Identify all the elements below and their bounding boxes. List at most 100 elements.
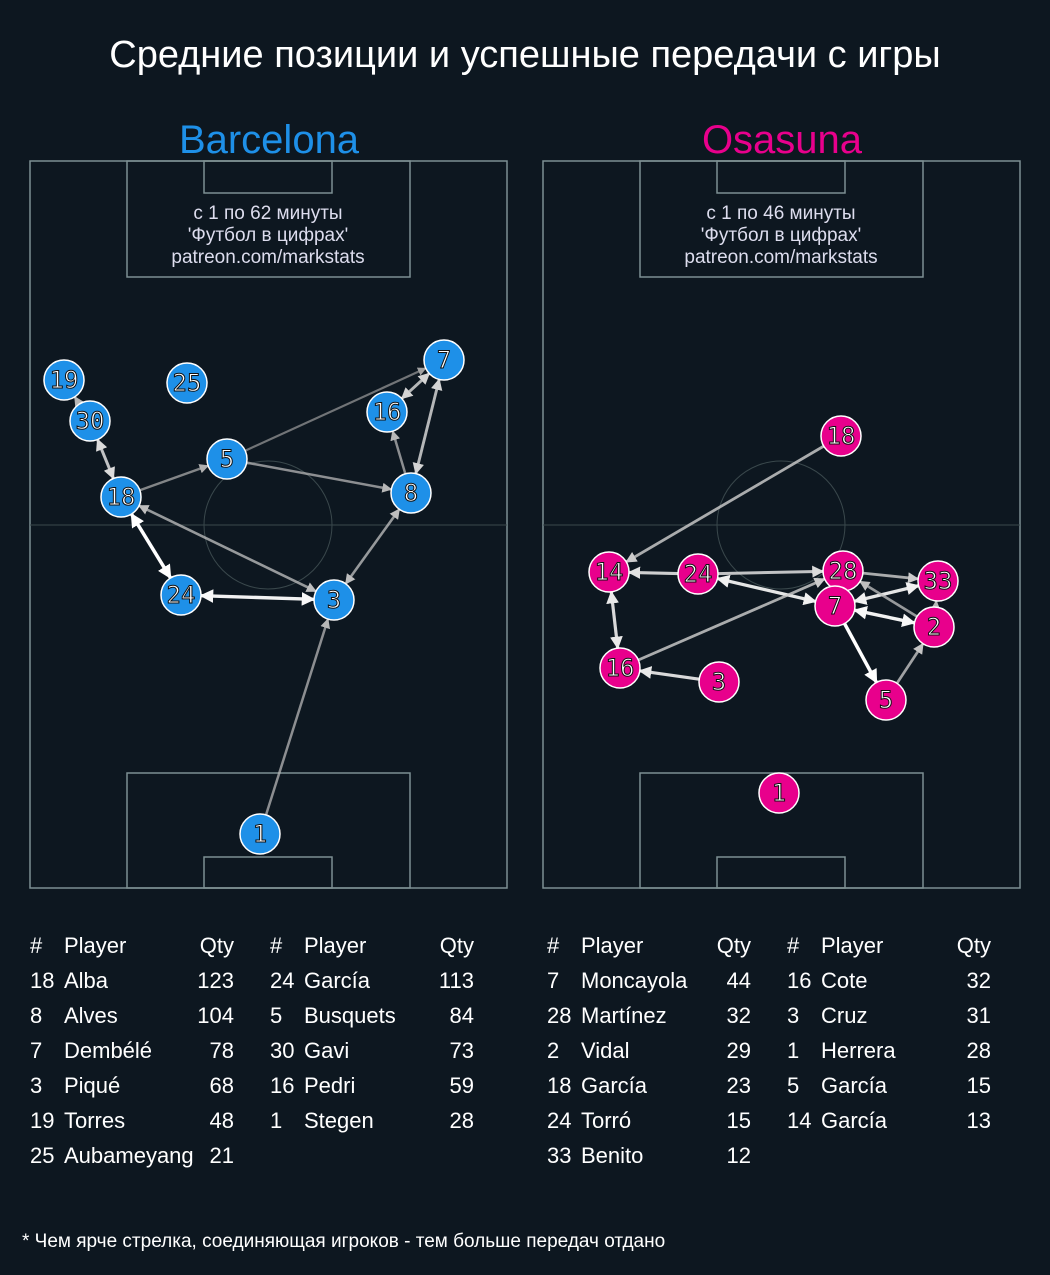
table-row: 16 Pedri 59: [270, 1068, 474, 1103]
number-cell: 28: [547, 1003, 572, 1028]
qty-cell: 44: [726, 968, 751, 993]
table-header: # Player Qty: [270, 928, 474, 963]
info-text: 'Футбол в цифрах': [701, 225, 861, 246]
player-node: 5: [865, 679, 907, 721]
table-row: 18 García 23: [547, 1068, 751, 1103]
pitch-barcelona: с 1 по 62 минуты'Футбол в цифрах'patreon…: [29, 160, 508, 889]
pass-arrow: [637, 577, 826, 662]
number-cell: 18: [547, 1073, 572, 1098]
table-row: 28 Martínez 32: [547, 998, 751, 1033]
table-row: 19 Torres 48: [30, 1103, 234, 1138]
number-cell: #: [30, 933, 43, 958]
player-node: 3: [698, 661, 740, 703]
svg-text:18: 18: [827, 422, 856, 450]
table-row: 30 Gavi 73: [270, 1033, 474, 1068]
qty-cell: 21: [209, 1143, 234, 1168]
qty-cell: Qty: [716, 933, 751, 958]
table-row: 2 Vidal 29: [547, 1033, 751, 1068]
page-title: Средние позиции и успешные передачи с иг…: [109, 34, 941, 76]
pass-arrow: [853, 582, 920, 605]
number-cell: 5: [270, 1003, 283, 1028]
pass-arrow: [73, 396, 84, 408]
player-cell: Cote: [821, 968, 868, 993]
player-node: 28: [822, 550, 864, 592]
team-name-osasuna: Osasuna: [701, 118, 863, 162]
svg-text:18: 18: [107, 483, 136, 511]
player-cell: Pedri: [304, 1073, 356, 1098]
pass-arrow: [842, 622, 879, 684]
qty-cell: 48: [209, 1108, 234, 1133]
table-header: # Player Qty: [30, 928, 234, 963]
player-cell: Busquets: [304, 1003, 396, 1028]
pass-arrow: [717, 565, 825, 578]
pass-arrow: [862, 571, 920, 584]
player-cell: Aubameyang: [64, 1143, 194, 1168]
pass-arrow: [716, 574, 817, 606]
svg-text:24: 24: [167, 581, 196, 609]
svg-text:19: 19: [50, 366, 79, 394]
qty-cell: 32: [726, 1003, 751, 1028]
player-node: 18: [820, 415, 862, 457]
pitch-osasuna: с 1 по 46 минуты'Футбол в цифрах'patreon…: [542, 160, 1021, 889]
svg-text:14: 14: [595, 558, 624, 586]
player-cell: Player: [64, 933, 127, 958]
player-cell: García: [821, 1073, 888, 1098]
player-node: 25: [166, 362, 208, 404]
pass-arrow: [199, 589, 316, 606]
number-cell: 30: [270, 1038, 295, 1063]
number-cell: #: [787, 933, 800, 958]
player-cell: García: [304, 968, 371, 993]
svg-text:28: 28: [829, 557, 858, 585]
player-cell: Alba: [64, 968, 109, 993]
number-cell: 1: [787, 1038, 800, 1063]
number-cell: 33: [547, 1143, 572, 1168]
pass-network-pitches: с 1 по 62 минуты'Футбол в цифрах'patreon…: [29, 160, 1021, 889]
player-node: 16: [366, 391, 408, 433]
player-cell: Torró: [581, 1108, 632, 1133]
svg-text:8: 8: [404, 479, 418, 507]
number-cell: #: [270, 933, 283, 958]
player-cell: Gavi: [304, 1038, 350, 1063]
svg-text:2: 2: [927, 613, 941, 641]
qty-cell: 31: [966, 1003, 991, 1028]
svg-text:5: 5: [220, 445, 234, 473]
player-cell: Martínez: [581, 1003, 667, 1028]
number-cell: 7: [30, 1038, 43, 1063]
player-node: 7: [814, 585, 856, 627]
pass-arrow: [606, 590, 623, 650]
svg-text:33: 33: [924, 567, 953, 595]
qty-cell: 12: [726, 1143, 751, 1168]
pass-arrow: [96, 438, 115, 480]
player-node: 24: [677, 553, 719, 595]
number-cell: 3: [30, 1073, 43, 1098]
number-cell: 24: [270, 968, 295, 993]
svg-text:24: 24: [684, 560, 713, 588]
info-text: 'Футбол в цифрах': [188, 225, 348, 246]
player-table: # Player Qty 18 Alba 123 8 Alves 104 7 Dembélé 78 3 P…: [30, 928, 234, 1173]
svg-text:1: 1: [772, 779, 786, 807]
table-header: # Player Qty: [547, 928, 751, 963]
player-node: 2: [913, 606, 955, 648]
table-header: # Player Qty: [787, 928, 991, 963]
player-cell: Stegen: [304, 1108, 374, 1133]
number-cell: 8: [30, 1003, 43, 1028]
number-cell: 2: [547, 1038, 560, 1063]
player-cell: Torres: [64, 1108, 126, 1133]
number-cell: 5: [787, 1073, 800, 1098]
number-cell: 25: [30, 1143, 55, 1168]
player-cell: Alves: [64, 1003, 118, 1028]
qty-cell: 123: [197, 968, 234, 993]
table-row: 16 Cote 32: [787, 963, 991, 998]
table-row: 3 Piqué 68: [30, 1068, 234, 1103]
info-text: patreon.com/markstats: [684, 247, 877, 268]
table-row: 24 García 113: [270, 963, 474, 998]
player-node: 30: [69, 400, 111, 442]
qty-cell: 84: [449, 1003, 474, 1028]
player-node: 24: [160, 574, 202, 616]
player-node: 19: [43, 359, 85, 401]
player-cell: Moncayola: [581, 968, 688, 993]
qty-cell: 113: [438, 968, 474, 993]
number-cell: 16: [270, 1073, 295, 1098]
number-cell: 19: [30, 1108, 55, 1133]
info-text: с 1 по 62 минуты: [193, 203, 342, 224]
